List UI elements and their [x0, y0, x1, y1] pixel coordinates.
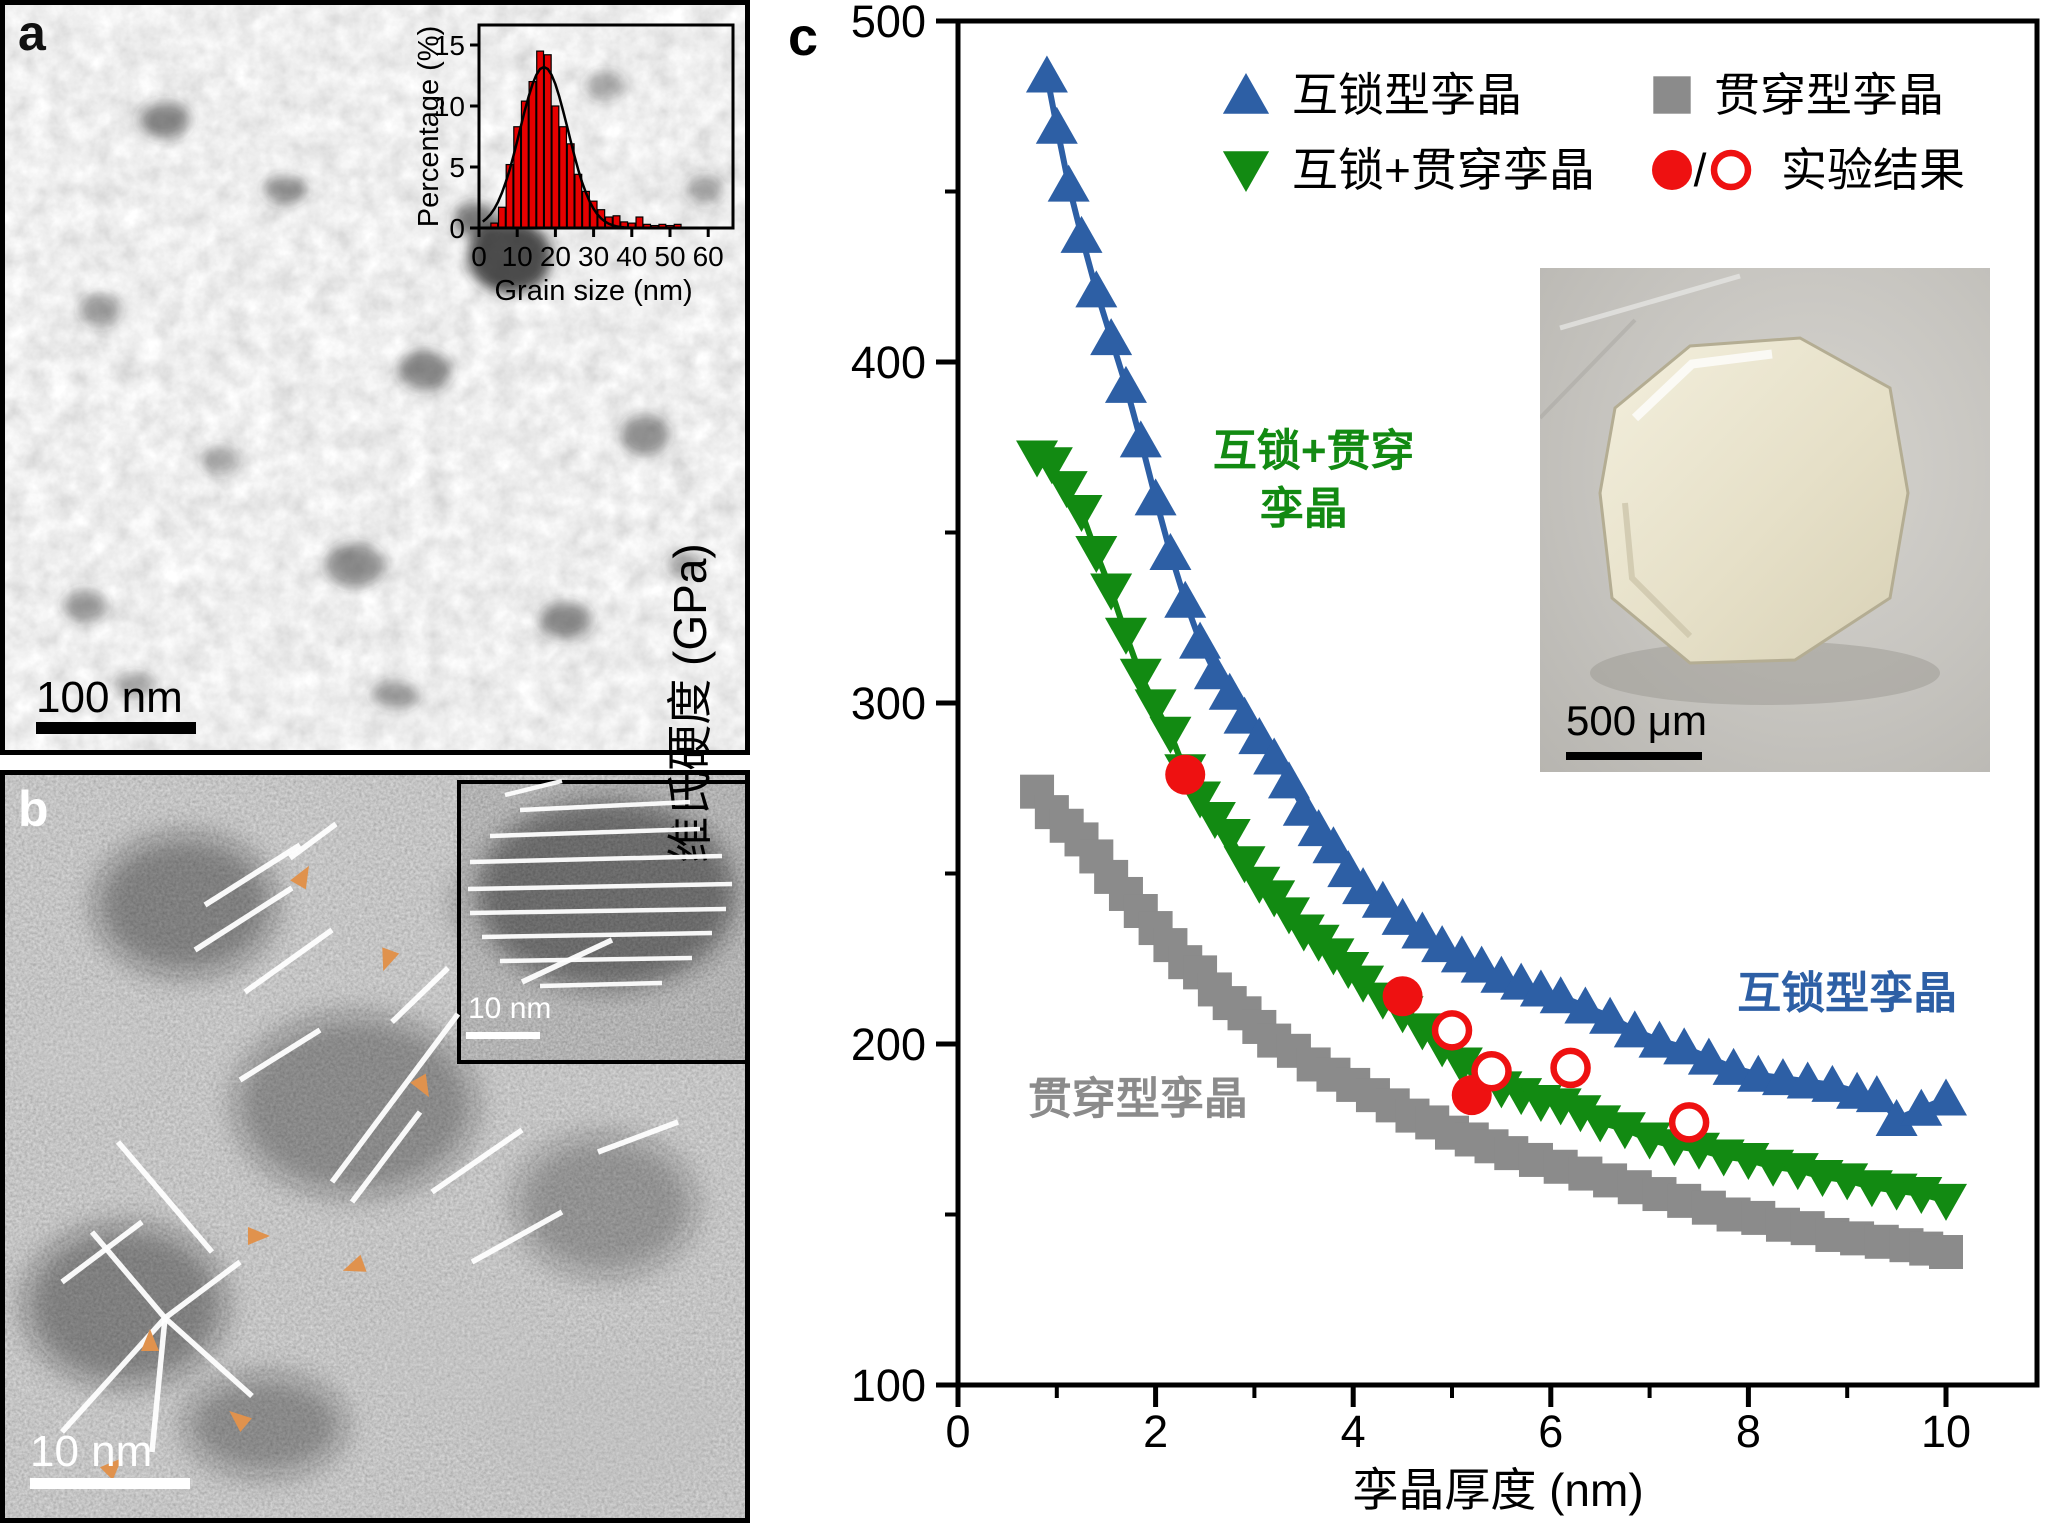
- x-tick-label: 4: [1341, 1406, 1366, 1457]
- tem-texture-a: [5, 5, 745, 750]
- legend-item-experimental: / 实验结果: [1652, 144, 1965, 196]
- y-tick-label: 400: [851, 337, 926, 388]
- legend-label: 互锁型孪晶: [1292, 69, 1522, 121]
- curve-annotation-2: 互锁型孪晶: [1737, 968, 1957, 1018]
- background-fiber: [1559, 273, 1741, 331]
- panel-b-label: b: [18, 781, 49, 837]
- panel-c-label: c: [788, 7, 819, 67]
- panel-b-scalebar: [30, 1478, 190, 1489]
- dark-grains: [63, 71, 723, 709]
- x-tick-label: 0: [945, 1406, 970, 1457]
- x-tick-label: 8: [1736, 1406, 1761, 1457]
- x-axis-title: 孪晶厚度 (nm): [1352, 1464, 1643, 1516]
- x-tick-label: 2: [1143, 1406, 1168, 1457]
- panel-a-scalebar-label: 100 nm: [36, 673, 183, 722]
- legend-item-interlocked: 互锁型孪晶: [1222, 69, 1522, 121]
- x-tick-label: 6: [1538, 1406, 1563, 1457]
- y-tick-label: 100: [851, 1360, 926, 1411]
- curve-annotation-1: 孪晶: [1260, 484, 1348, 534]
- legend-item-interlocked-penetrating: 互锁+贯穿孪晶: [1222, 144, 1595, 196]
- panel-b-hrtem-image: [0, 770, 750, 1523]
- series-experimental-solid: [1165, 754, 1492, 1116]
- legend-item-penetrating: 贯穿型孪晶: [1653, 69, 1944, 121]
- legend-label: 互锁+贯穿孪晶: [1292, 144, 1595, 196]
- panel-b-scalebar-label: 10 nm: [30, 1427, 153, 1476]
- curve-annotation-3: 贯穿型孪晶: [1028, 1074, 1248, 1124]
- photo-scalebar-label: 500 μm: [1566, 697, 1707, 744]
- panel-a-label: a: [18, 5, 46, 61]
- y-tick-label: 300: [851, 678, 926, 729]
- panel-b-inset-scalebar: [466, 1032, 540, 1039]
- panel-a-scalebar: [36, 722, 196, 734]
- svg-text:/: /: [1694, 144, 1707, 196]
- series-experimental-open: [1431, 1010, 1710, 1143]
- photo-scalebar: [1566, 752, 1702, 760]
- panel-a-tem-image: [0, 0, 750, 755]
- curve-annotation-0: 互锁+贯穿: [1213, 427, 1415, 476]
- series-penetrating: [1020, 774, 1963, 1270]
- x-tick-label: 10: [1921, 1406, 1971, 1457]
- legend-label: 贯穿型孪晶: [1714, 69, 1944, 121]
- y-tick-label: 200: [851, 1019, 926, 1070]
- y-tick-label: 500: [851, 0, 926, 47]
- panel-b-inset-scalebar-label: 10 nm: [468, 992, 552, 1025]
- diamond-sample: [1598, 336, 1910, 665]
- legend-label: 实验结果: [1781, 144, 1965, 196]
